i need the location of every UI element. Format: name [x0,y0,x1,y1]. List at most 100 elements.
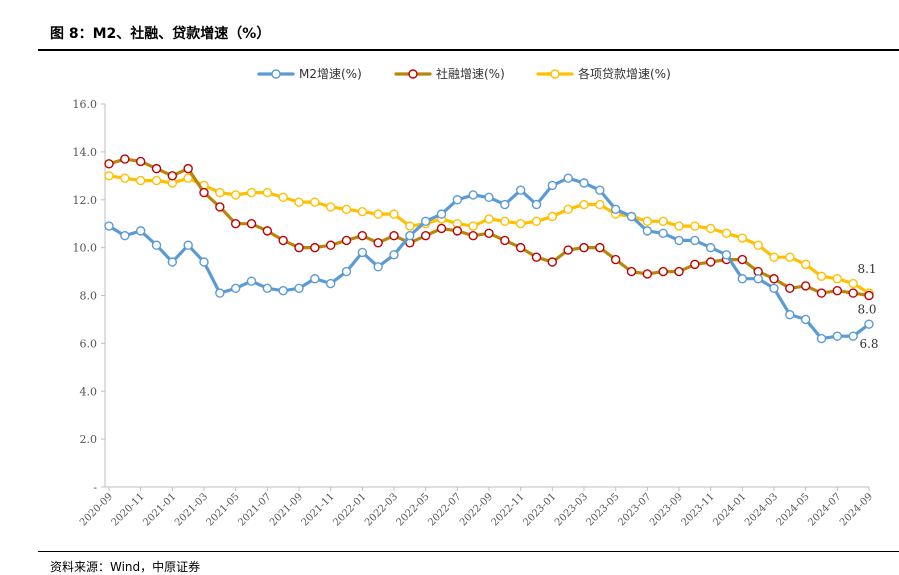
data-point [468,221,478,231]
data-point [405,230,415,241]
data-point [547,257,558,267]
data-point [642,269,653,279]
data-point [721,228,732,238]
data-point [610,254,621,265]
y-tick-label: 4.0 [80,385,98,398]
data-point [294,283,304,294]
x-tick-label: 2021-01 [141,491,178,528]
x-tick-label: 2021-05 [205,491,242,528]
data-point [405,221,415,231]
legend-item: 社融增速(%) [394,66,505,81]
data-point [800,281,811,291]
data-point [642,226,653,236]
legend-swatch-marker [271,69,281,79]
data-point [262,226,273,236]
data-point [262,283,273,294]
data-point [848,288,858,298]
data-point [199,257,209,267]
x-tick-label: 2022-11 [490,491,527,528]
legend-label: 社融增速(%) [436,66,505,81]
chart-ticks: - 2.0 4.0 6.0 8.0 10.0 12.0 14.0 16.0 2020-092020… [73,98,876,529]
data-point [832,331,843,341]
data-point [800,259,811,270]
data-point [452,195,463,205]
legend-label: M2增速(%) [299,67,362,81]
data-point [705,257,716,267]
data-point [325,278,336,289]
data-point [151,163,162,174]
data-point [864,319,874,329]
data-point [278,286,288,296]
data-point [563,245,573,255]
data-point [864,290,874,301]
data-point [373,238,383,248]
data-point [785,252,795,262]
data-point [690,235,700,246]
data-point [785,283,795,294]
chart-series: 6.8 8.0 8.1 [104,154,879,351]
data-point [515,218,526,229]
x-tick-label: 2023-01 [521,491,558,528]
data-point [705,223,716,234]
data-point [183,240,193,250]
data-point [135,156,146,167]
x-tick-label: 2024-07 [806,491,843,528]
x-tick-label: 2022-09 [458,491,495,528]
data-point [595,242,605,253]
data-point [658,216,668,226]
x-tick-label: 2024-09 [838,491,875,528]
data-point [579,242,589,253]
data-point [515,185,526,195]
y-tick-label: 14.0 [73,146,98,159]
data-point [230,283,241,294]
y-tick-label: 6.0 [80,337,98,350]
data-point [452,226,463,236]
source-note: 资料来源：Wind，中原证券 [50,560,201,574]
data-point [183,163,193,174]
data-point [531,252,542,262]
data-point [500,235,510,246]
data-point [737,233,748,243]
x-tick-label: 2023-05 [585,491,622,528]
data-point [515,242,526,253]
data-point [183,173,193,183]
legend-swatch-marker [408,69,418,79]
data-point [120,173,130,183]
data-point [626,211,637,222]
data-point [785,309,795,320]
data-point [167,257,178,267]
data-point [816,271,827,282]
y-tick-label: 8.0 [80,290,98,303]
end-value-label: 8.0 [857,303,876,317]
chart-legend: M2增速(%) 社融增速(%) 各项贷款增速(%) [257,66,671,81]
data-point [420,216,431,226]
data-point [262,187,273,198]
data-point [832,274,843,284]
data-point [120,230,130,241]
data-point [357,207,368,217]
data-point [500,199,510,210]
series-1 [104,154,874,301]
data-point [135,175,146,186]
data-point [151,175,162,186]
data-point [721,250,732,260]
data-point [816,333,827,344]
data-point [230,190,241,200]
legend-swatch-marker [550,69,560,79]
x-tick-label: 2021-03 [173,491,210,528]
data-point [579,178,589,188]
x-tick-label: 2024-03 [743,491,780,528]
data-point [690,259,700,270]
data-point [230,218,241,229]
x-tick-label: 2022-01 [331,491,368,528]
data-point [215,288,225,298]
data-point [373,209,383,219]
data-point [531,216,542,226]
data-point [373,262,383,272]
data-point [484,214,494,224]
data-point [753,274,763,284]
y-tick-label: 12.0 [73,194,98,207]
data-point [310,197,320,207]
x-tick-label: 2021-09 [268,491,305,528]
